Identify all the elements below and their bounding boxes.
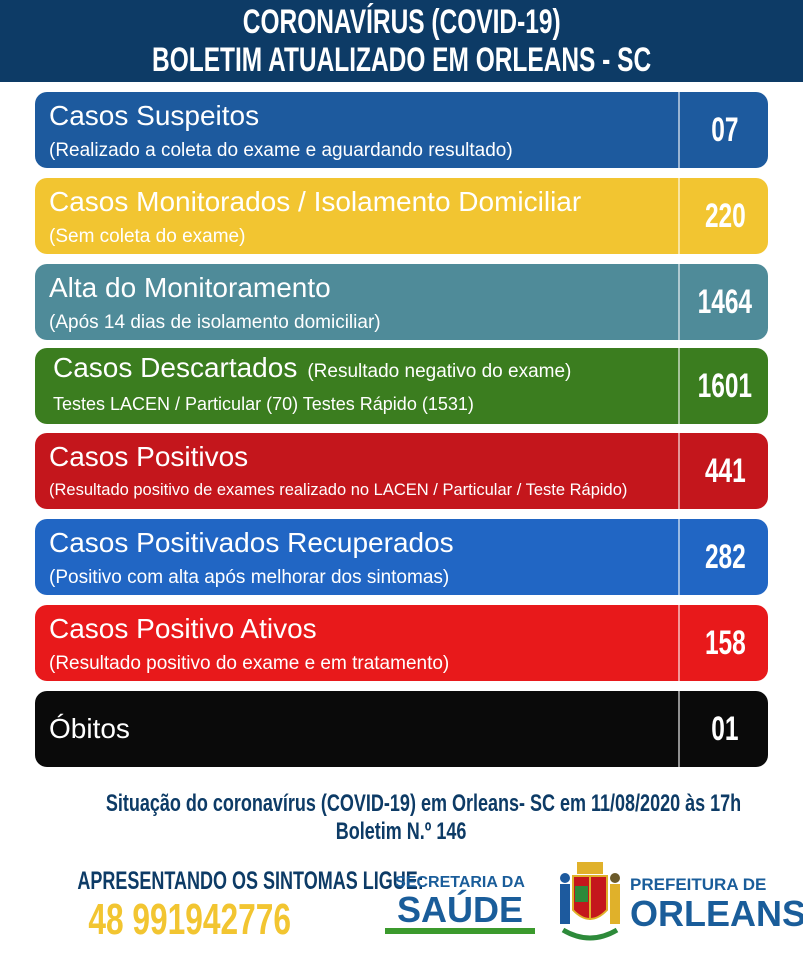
saude-logo-line2: SAÚDE [396,889,524,930]
card-label-area: Casos Positivos (Resultado positivo de e… [35,433,678,509]
orleans-coat-of-arms-icon [560,862,620,941]
card-title: Casos Suspeitos [49,100,260,131]
prefeitura-logo-line2: ORLEANS [630,893,803,934]
card-label-area: Casos Suspeitos (Realizado a coleta do e… [35,92,678,168]
bulletin-number: Boletim N.º 146 [336,818,467,845]
card-subtitle: (Sem coleta do exame) [49,226,246,247]
card-title: Alta do Monitoramento [49,272,331,303]
card-title: Casos Descartados [53,352,298,383]
card-value: 441 [704,451,746,490]
card-label-area: Alta do Monitoramento (Após 14 dias de i… [35,264,678,340]
card-label-area: Casos Descartados (Resultado negativo do … [35,348,678,424]
header-subtitle: BOLETIM ATUALIZADO EM ORLEANS - SC [151,41,652,79]
stat-card: Casos Positivos (Resultado positivo de e… [35,433,768,509]
card-label-area: Óbitos [35,691,678,767]
card-subtitle: (Resultado positivo de exames realizado … [49,481,628,499]
header-title: CORONAVÍRUS (COVID-19) [242,3,561,41]
phone-label: APRESENTANDO OS SINTOMAS LIGUE: [77,867,424,895]
card-value: 220 [704,196,746,235]
card-value: 1464 [697,282,753,321]
stat-card: Casos Positivo Ativos (Resultado positiv… [35,605,768,681]
card-subtitle: (Positivo com alta após melhorar dos sin… [49,567,450,588]
card-subtitle: Testes LACEN / Particular (70) Testes Rá… [53,394,474,414]
stat-card: Alta do Monitoramento (Após 14 dias de i… [35,264,768,340]
prefeitura-orleans-logo: PREFEITURA DE ORLEANS [630,875,803,933]
stat-card: Casos Descartados (Resultado negativo do … [35,348,768,424]
card-subtitle: (Após 14 dias de isolamento domiciliar) [49,312,381,333]
card-value: 07 [711,110,739,149]
phone-number: 48 991942776 [88,895,292,944]
stat-card: Óbitos 01 [35,691,768,767]
card-value: 158 [704,623,746,662]
situation-text: Situação do coronavírus (COVID-19) em Or… [105,790,742,817]
saude-logo-line1: SECRETARIA DA [395,874,525,891]
situation-note: Situação do coronavírus (COVID-19) em Or… [0,790,803,846]
card-title: Casos Positivo Ativos [49,613,317,644]
card-value: 282 [704,537,746,576]
header-banner: CORONAVÍRUS (COVID-19) BOLETIM ATUALIZAD… [0,0,803,82]
card-title: Casos Positivados Recuperados [49,527,454,558]
card-label-area: Casos Monitorados / Isolamento Domicilia… [35,178,678,254]
card-title-note: (Resultado negativo do exame) [307,361,572,382]
card-subtitle: (Realizado a coleta do exame e aguardand… [49,140,513,161]
card-label-area: Casos Positivados Recuperados (Positivo … [35,519,678,595]
card-value: 01 [711,709,739,748]
stat-card: Casos Positivados Recuperados (Positivo … [35,519,768,595]
card-label-area: Casos Positivo Ativos (Resultado positiv… [35,605,678,681]
card-subtitle: (Resultado positivo do exame e em tratam… [49,653,450,674]
prefeitura-logo-line1: PREFEITURA DE [630,875,767,894]
stat-card: Casos Suspeitos (Realizado a coleta do e… [35,92,768,168]
card-title: Óbitos [49,713,130,744]
card-value: 1601 [697,366,753,405]
secretaria-saude-logo: SECRETARIA DA SAÚDE [385,872,535,934]
card-title: Casos Positivos [49,441,249,472]
saude-logo-bar [385,928,535,934]
stat-card: Casos Monitorados / Isolamento Domicilia… [35,178,768,254]
card-title: Casos Monitorados / Isolamento Domicilia… [49,186,582,217]
